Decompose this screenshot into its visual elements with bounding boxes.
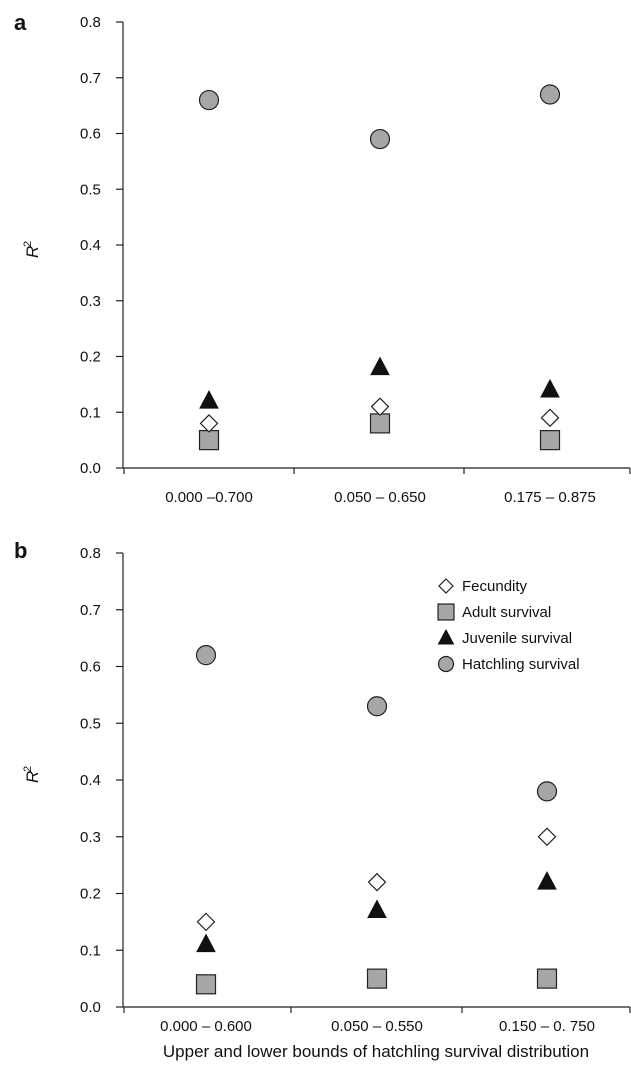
legend-label: Fecundity — [462, 578, 528, 595]
y-tick-label: 0.6 — [80, 126, 101, 143]
panel-b-xlabel: Upper and lower bounds of hatchling surv… — [163, 1042, 589, 1061]
panel-b-ylabel: R 2 — [22, 766, 42, 783]
panel-a-point-triangle — [199, 390, 219, 409]
panel-a-point-diamond — [370, 397, 390, 417]
panel-a-point-square — [198, 430, 220, 451]
panel-b-point-square — [536, 968, 558, 989]
legend-marker-square — [437, 603, 455, 621]
x-tick-label: 0.050 – 0.650 — [334, 489, 426, 506]
y-tick-label: 0.7 — [80, 70, 101, 87]
y-tick-label: 0.1 — [80, 404, 101, 421]
y-tick-label: 0.2 — [80, 349, 101, 366]
y-tick-label: 0.2 — [80, 886, 101, 903]
x-tick-label: 0.000 – 0.600 — [160, 1018, 252, 1035]
legend-marker-diamond — [438, 578, 454, 594]
y-tick-label: 0.0 — [80, 999, 101, 1016]
panel-a-label: a — [14, 10, 27, 35]
legend-label: Juvenile survival — [462, 630, 572, 647]
x-tick-label: 0.150 – 0. 750 — [499, 1018, 595, 1035]
panel-a: 0.0 0.1 0.2 0.3 0.4 0.5 0.6 0.7 0.8 0.000 –0.700 0… — [80, 14, 631, 506]
x-tick-label: 0.050 – 0.550 — [331, 1018, 423, 1035]
y-tick-label: 0.4 — [80, 237, 101, 254]
legend-marker-triangle — [437, 628, 455, 645]
panel-a-point-circle — [198, 89, 220, 111]
panel-b: 0.0 0.1 0.2 0.3 0.4 0.5 0.6 0.7 0.8 0.000 – 0.600… — [80, 545, 631, 1035]
y-tick-label: 0.4 — [80, 772, 101, 789]
panel-b-point-diamond — [367, 872, 387, 892]
panel-b-point-circle — [366, 696, 388, 717]
legend-marker-circle — [437, 655, 455, 673]
panel-b-point-triangle — [367, 899, 387, 919]
panel-b-point-triangle — [196, 933, 216, 953]
panel-a-ylabel-text: R — [23, 246, 42, 258]
panel-b-point-diamond — [537, 827, 557, 847]
legend: Fecundity Adult survival Juvenile survival… — [437, 578, 580, 673]
legend-label: Adult survival — [462, 604, 551, 621]
panel-a-point-triangle — [540, 378, 560, 398]
y-tick-label: 0.0 — [80, 460, 101, 477]
y-tick-label: 0.6 — [80, 659, 101, 676]
y-tick-label: 0.8 — [80, 14, 101, 31]
panel-a-point-diamond — [199, 414, 219, 433]
panel-b-point-triangle — [537, 871, 557, 890]
panel-b-ylabel-text: R — [23, 771, 42, 783]
y-tick-label: 0.5 — [80, 181, 101, 198]
panel-b-point-circle — [536, 781, 558, 802]
panel-b-point-circle — [195, 645, 217, 666]
legend-label: Hatchling survival — [462, 656, 580, 673]
panel-b-ylabel-sup: 2 — [22, 766, 34, 772]
x-tick-label: 0.175 – 0.875 — [504, 489, 596, 506]
y-tick-label: 0.5 — [80, 715, 101, 732]
y-tick-label: 0.3 — [80, 829, 101, 846]
panel-a-point-square — [539, 430, 561, 451]
panel-a-point-triangle — [370, 356, 390, 376]
y-tick-label: 0.8 — [80, 545, 101, 562]
panel-b-point-square — [366, 968, 388, 989]
panel-b-point-square — [195, 974, 217, 995]
panel-b-label: b — [14, 538, 27, 563]
panel-a-point-circle — [369, 128, 391, 150]
panel-a-ylabel-sup: 2 — [22, 241, 34, 247]
y-tick-label: 0.7 — [80, 602, 101, 619]
panel-a-ylabel: R 2 — [22, 241, 42, 258]
x-tick-label: 0.000 –0.700 — [165, 489, 253, 506]
panel-a-point-circle — [539, 84, 561, 105]
y-tick-label: 0.3 — [80, 293, 101, 310]
panel-a-point-diamond — [540, 408, 560, 428]
panel-b-point-diamond — [196, 912, 216, 932]
y-tick-label: 0.1 — [80, 942, 101, 959]
panel-a-point-square — [369, 413, 391, 434]
